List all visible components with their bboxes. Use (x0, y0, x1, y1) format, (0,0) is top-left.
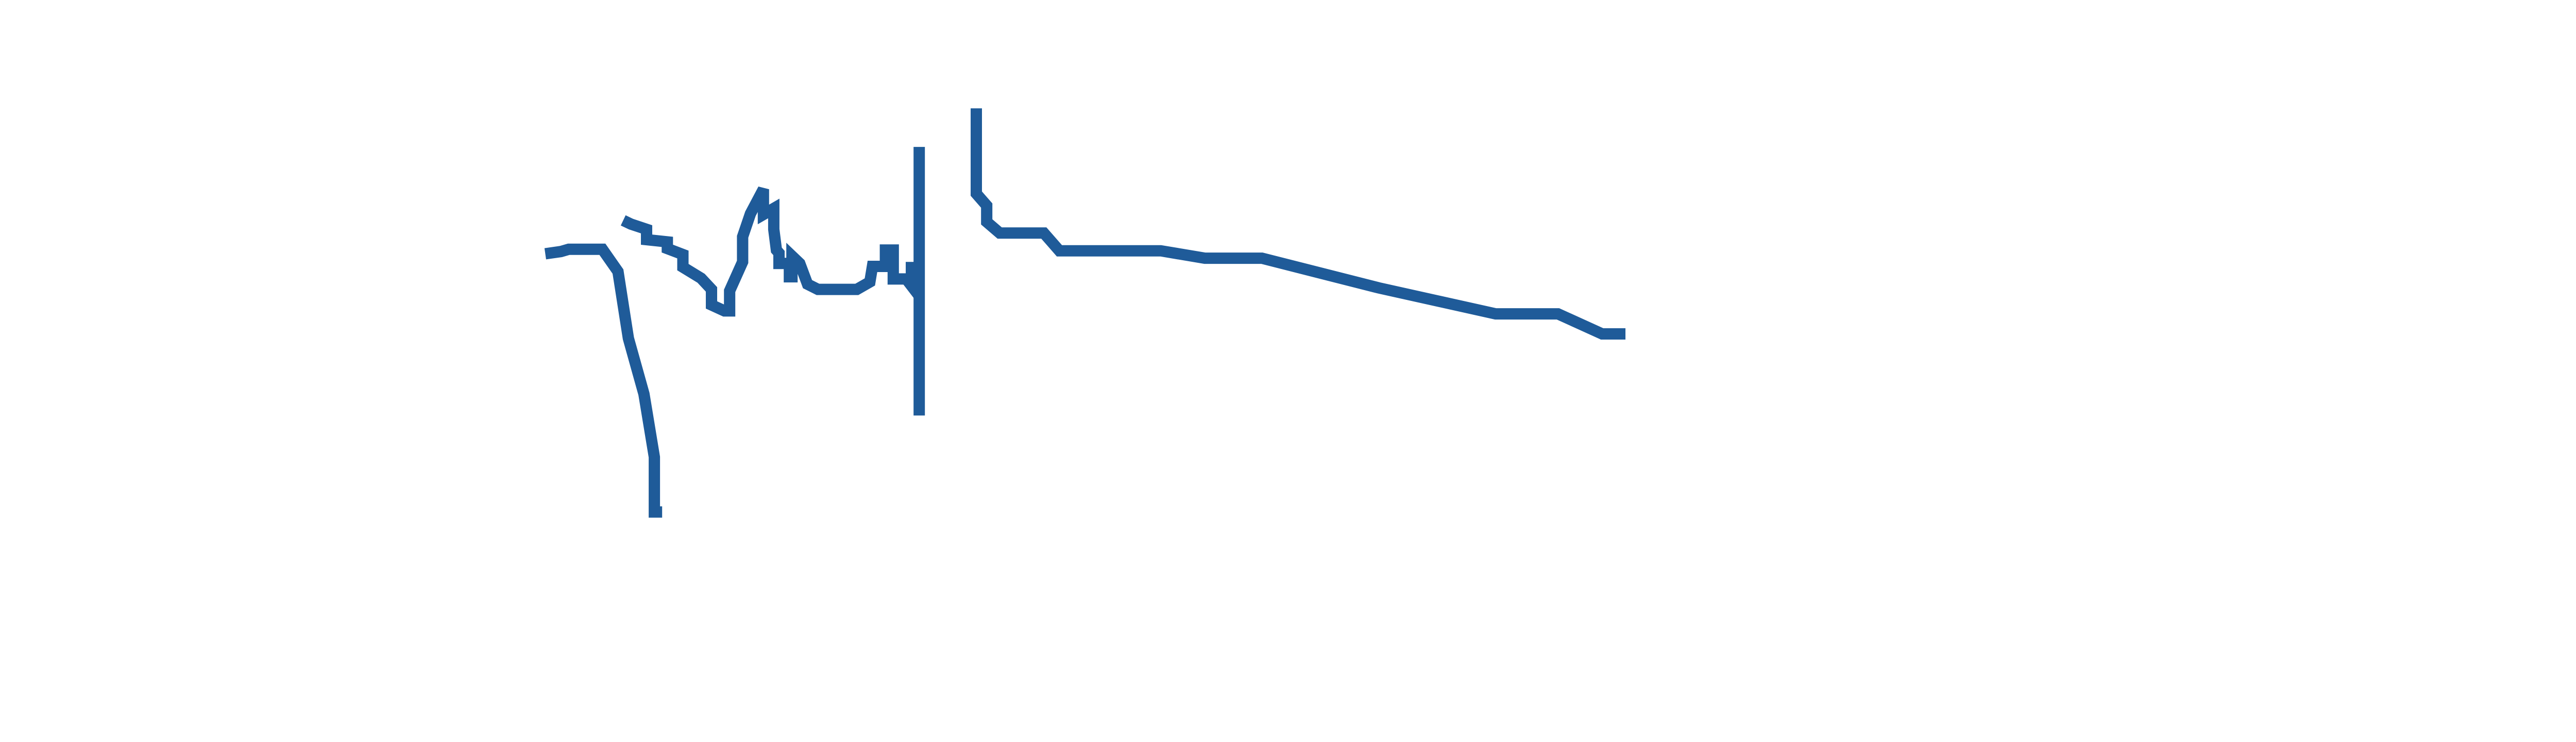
series-line-segment (971, 108, 1625, 340)
series-line-segment (544, 243, 663, 518)
plot-area (544, 108, 1625, 518)
series-line-segment (620, 187, 917, 317)
